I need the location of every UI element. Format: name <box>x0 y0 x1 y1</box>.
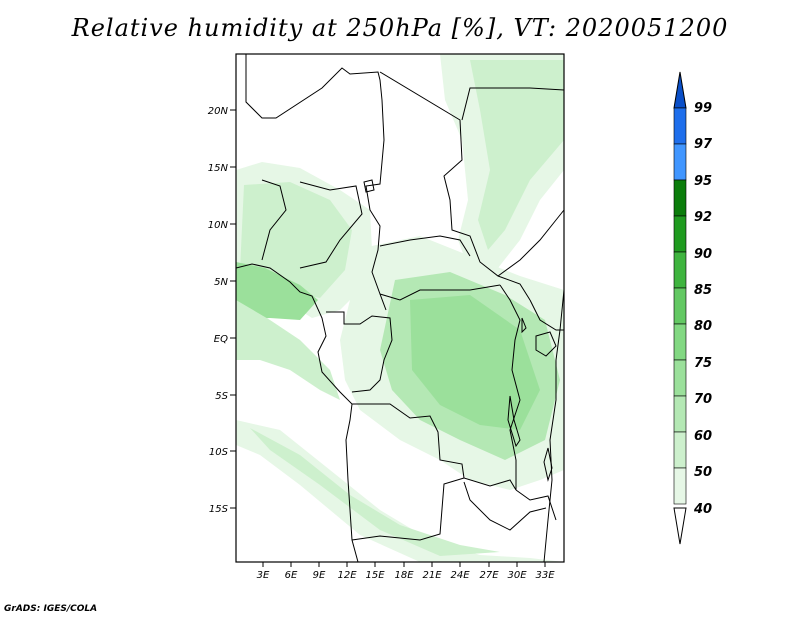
coastline-west <box>236 263 359 562</box>
border-car-south <box>379 284 501 301</box>
latitude-axis: 20N 15N 10N 5N EQ 5S 10S 15S <box>208 106 236 515</box>
lon-tick-label: 9E <box>313 570 326 581</box>
lat-tick-label: 15N <box>208 163 229 174</box>
lake-albert <box>521 317 527 334</box>
colorbar-label: 60 <box>694 429 712 444</box>
colorbar-segment <box>673 251 687 289</box>
lon-tick-label: 18E <box>394 570 414 581</box>
colorbar-label: 99 <box>694 101 712 116</box>
colorbar-segment <box>673 179 687 217</box>
border-sudan-east <box>461 87 564 121</box>
border-zambia <box>463 481 547 531</box>
border-kenya <box>529 299 564 331</box>
lon-tick-label: 30E <box>507 570 527 581</box>
colorbar-label: 75 <box>694 356 712 371</box>
border-chad-car <box>379 235 471 257</box>
colorbar-label: 70 <box>694 392 712 407</box>
border-drc-angola <box>352 403 517 491</box>
lon-tick-label: 27E <box>479 570 499 581</box>
colorbar-segment <box>673 359 687 397</box>
border-north <box>245 54 387 311</box>
lat-tick-label: 10N <box>208 220 229 231</box>
lon-tick-label: 6E <box>285 570 298 581</box>
colorbar-top-arrow <box>673 71 687 109</box>
lake-tanganyika <box>507 395 521 448</box>
humidity-area-west-africa-core <box>240 182 352 298</box>
colorbar-label: 40 <box>693 502 712 517</box>
lon-tick-label: 21E <box>422 570 442 581</box>
colorbar-segment <box>673 287 687 325</box>
colorbar-label: 50 <box>694 465 712 480</box>
humidity-area-congo-inner <box>410 295 540 430</box>
border-angola-namibia <box>351 477 465 541</box>
border-nigeria <box>299 181 363 269</box>
colorbar-label: 97 <box>694 137 713 152</box>
lat-tick-label: 5S <box>215 391 228 402</box>
humidity-area-coast <box>236 300 340 400</box>
lake-chad <box>363 179 375 193</box>
border-gabon-congo <box>326 311 393 393</box>
colorbar-segment <box>673 431 687 469</box>
humidity-area-north-east-core <box>470 60 564 250</box>
border-mozambique <box>515 489 557 521</box>
colorbar-segment <box>673 395 687 433</box>
colorbar-segment <box>673 107 687 145</box>
colorbar-segment <box>673 323 687 361</box>
lake-malawi <box>543 447 553 482</box>
longitude-axis: 3E 6E 9E 12E 15E 18E 21E 24E 27E 30E 33E <box>257 562 555 581</box>
lon-tick-label: 15E <box>365 570 385 581</box>
border-west-inner <box>261 179 287 261</box>
humidity-area-gulf <box>236 262 318 320</box>
lat-tick-label: EQ <box>214 334 228 345</box>
humidity-shading <box>236 54 564 562</box>
lat-tick-label: 20N <box>208 106 229 117</box>
lat-tick-label: 15S <box>209 504 229 515</box>
lat-tick-label: 10S <box>209 447 229 458</box>
colorbar-label: 80 <box>694 319 712 334</box>
colorbar-bottom-arrow <box>673 507 687 545</box>
border-drc-east <box>499 284 521 490</box>
lon-tick-label: 12E <box>337 570 357 581</box>
colorbar-label: 92 <box>694 210 712 225</box>
plot-title: Relative humidity at 250hPa [%], VT: 202… <box>71 14 729 42</box>
colorbar-segment <box>673 467 687 505</box>
colorbar-label: 95 <box>694 174 712 189</box>
colorbar: 99 97 95 92 90 85 80 75 70 60 50 40 <box>673 71 713 545</box>
lat-tick-label: 5N <box>214 277 228 288</box>
lake-victoria <box>535 331 557 357</box>
map-frame <box>235 53 565 563</box>
lon-tick-label: 3E <box>257 570 270 581</box>
colorbar-label: 85 <box>694 283 712 298</box>
lon-tick-label: 24E <box>450 570 470 581</box>
border-libya-egypt <box>379 71 531 301</box>
lon-tick-label: 33E <box>535 570 555 581</box>
coastline-east <box>543 289 564 562</box>
colorbar-label: 90 <box>694 247 712 262</box>
border-ethiopia <box>497 209 564 277</box>
lakes <box>363 179 557 482</box>
country-borders <box>236 54 564 562</box>
grads-credit: GrADS: IGES/COLA <box>4 604 98 614</box>
colorbar-segment <box>673 143 687 181</box>
colorbar-segment <box>673 215 687 253</box>
